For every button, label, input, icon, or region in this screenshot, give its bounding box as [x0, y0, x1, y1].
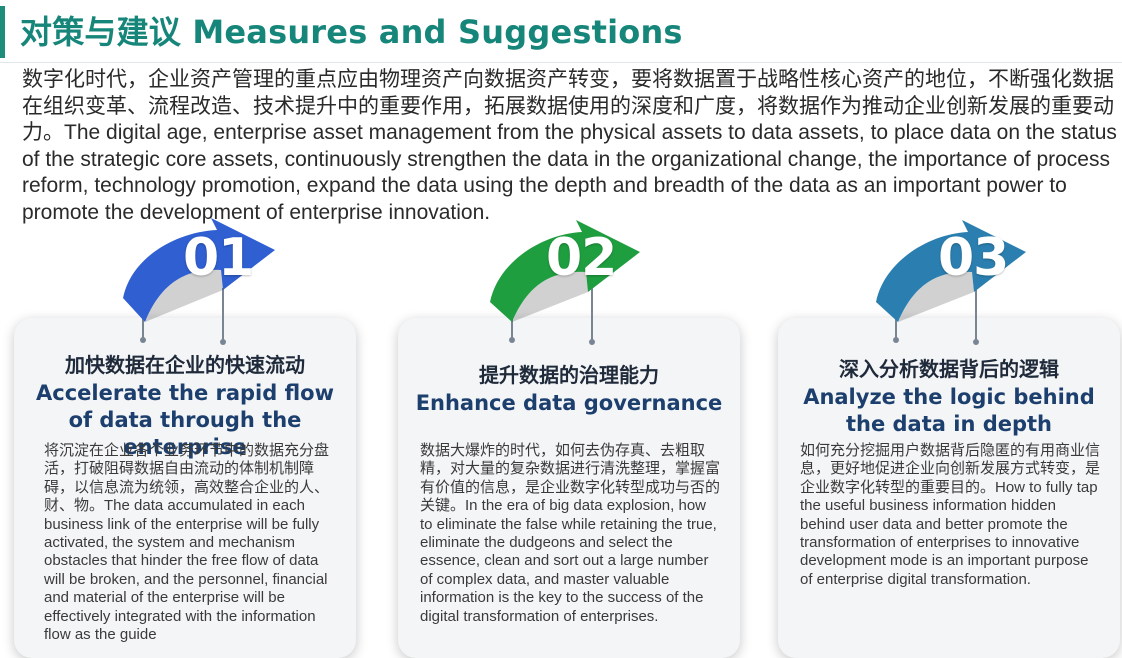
arrow-icon	[490, 220, 640, 345]
suggestion-card-1: 加快数据在企业的快速流动 Accelerate the rapid flow o…	[14, 318, 356, 658]
card-body-text: 将沉淀在企业各个业务环节中的数据充分盘活，打破阻碍数据自由流动的体制机制障碍，以…	[44, 442, 330, 644]
card-title-en: Analyze the logic behind the data in dep…	[803, 385, 1095, 436]
page-title: 对策与建议 Measures and Suggestions	[20, 13, 683, 51]
card-body-text: 数据大爆炸的时代，如何去伪存真、去粗取精，对大量的复杂数据进行清洗整理，掌握富有…	[420, 442, 721, 625]
badge-arrow-shape	[123, 218, 275, 322]
card-title-en: Enhance data governance	[415, 391, 723, 415]
card-title-zh: 加快数据在企业的快速流动	[65, 353, 305, 377]
card-title-zh: 提升数据的治理能力	[479, 363, 659, 387]
arrow-icon	[123, 218, 275, 345]
card-body-text: 如何充分挖掘用户数据背后隐匿的有用商业信息，更好地促进企业向创新发展方式转变，是…	[800, 442, 1101, 588]
badge-number: 03	[938, 228, 1009, 288]
badge-number: 01	[183, 228, 254, 288]
number-badge-1: 01	[105, 218, 285, 348]
suggestion-card-2: 提升数据的治理能力 Enhance data governance 数据大爆炸的…	[398, 318, 740, 658]
arrow-icon	[876, 220, 1026, 345]
card-title-zh: 深入分析数据背后的逻辑	[839, 357, 1059, 381]
title-divider	[0, 62, 1122, 63]
badge-number: 02	[546, 228, 617, 288]
badge-arrow-shape	[876, 220, 1026, 322]
title-accent-bar	[0, 6, 5, 58]
suggestion-card-3: 深入分析数据背后的逻辑 Analyze the logic behind the…	[778, 318, 1120, 658]
number-badge-3: 03	[860, 218, 1040, 348]
intro-paragraph: 数字化时代，企业资产管理的重点应由物理资产向数据资产转变，要将数据置于战略性核心…	[22, 68, 1117, 224]
badge-arrow-shape	[490, 220, 640, 322]
number-badge-2: 02	[468, 218, 648, 348]
card-title-en: Accelerate the rapid flow of data throug…	[36, 381, 334, 459]
